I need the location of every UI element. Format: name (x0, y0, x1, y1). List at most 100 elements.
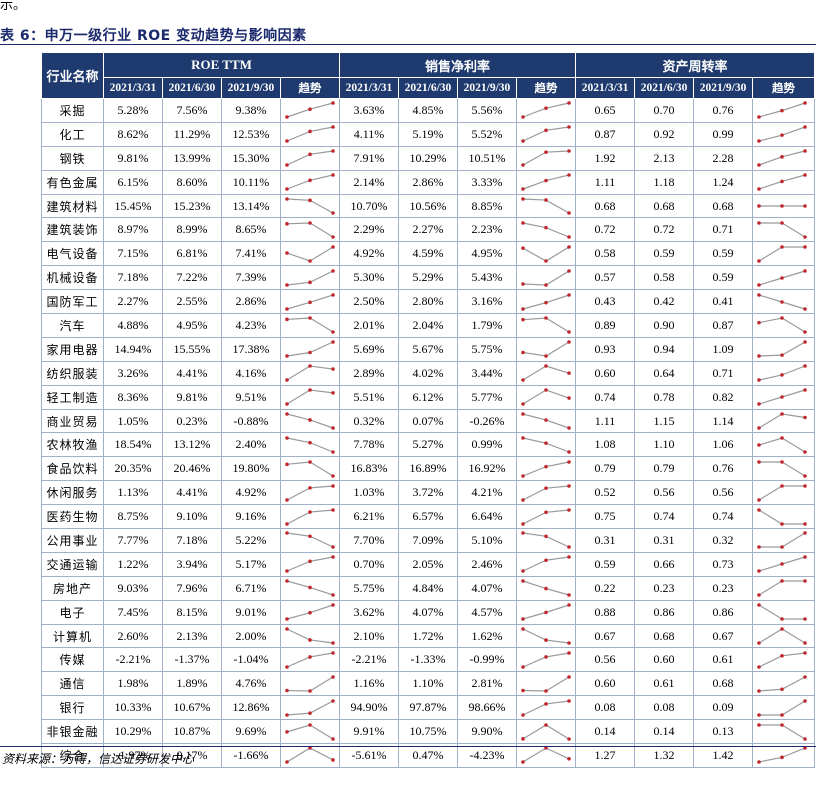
sparkline-path (286, 365, 334, 381)
value-cell: 0.60 (634, 647, 695, 673)
value-cell: 14.94% (103, 336, 163, 362)
trend-cell (752, 217, 816, 243)
sparkline-point (331, 292, 335, 297)
sparkline-point (285, 318, 289, 322)
value-cell: 5.75% (339, 575, 399, 601)
industry-name: 纺织服装 (41, 360, 104, 386)
value-cell: 9.01% (221, 599, 281, 625)
value-cell: 9.03% (103, 575, 163, 601)
sparkline-point (803, 364, 807, 369)
value-cell: 0.86 (634, 599, 695, 625)
sparkline-path (522, 246, 570, 262)
sparkline-point (757, 292, 761, 297)
table-body: 采掘 5.28% 7.56% 9.38% 3.63% 4.85% 5.56% 0.65 0.70… (41, 98, 816, 768)
sparkline-path (286, 126, 334, 142)
trend-cell (515, 504, 577, 530)
value-cell: 1.14 (693, 408, 754, 434)
trend-sparkline (757, 627, 807, 645)
sparkline-point (803, 204, 807, 208)
value-cell: 2.60% (103, 623, 163, 649)
sparkline-point (544, 587, 548, 591)
sparkline-point (308, 559, 312, 564)
trend-cell (515, 695, 577, 721)
value-cell: 8.85% (457, 193, 517, 219)
table-row: 电气设备 7.15% 6.81% 7.41% 4.92% 4.59% 4.95% 0.58 0.… (41, 241, 816, 267)
value-cell: 8.15% (162, 599, 222, 625)
trend-cell (752, 432, 816, 458)
sparkline-point (308, 611, 312, 615)
value-cell: 0.23% (162, 408, 222, 434)
value-cell: 0.68 (634, 623, 695, 649)
trend-sparkline (757, 101, 807, 120)
trend-sparkline (757, 555, 807, 574)
value-cell: 4.57% (457, 599, 517, 625)
sparkline-point (757, 378, 761, 383)
sparkline-point (521, 139, 525, 144)
sparkline-point (757, 426, 761, 430)
value-cell: 0.72 (575, 217, 636, 243)
table-row: 银行 10.33% 10.67% 12.86% 94.90% 97.87% 98.66% 0.… (41, 695, 816, 721)
value-cell: 0.47% (398, 743, 458, 768)
trend-sparkline (285, 722, 335, 741)
trend-cell (752, 575, 816, 601)
sparkline-point (567, 371, 571, 376)
value-cell: 6.21% (339, 504, 399, 530)
trend-sparkline (521, 746, 571, 765)
table-row: 通信 1.98% 1.89% 4.76% 1.16% 1.10% 2.81% 0.60 0.61… (41, 671, 816, 697)
value-cell: 0.64 (634, 360, 695, 386)
sparkline-point (780, 545, 784, 550)
trend-sparkline (521, 507, 571, 526)
value-cell: 7.77% (103, 528, 163, 553)
trend-cell (280, 480, 340, 506)
sparkline-point (544, 354, 548, 359)
sparkline-point (285, 221, 289, 226)
value-cell: 1.10 (634, 432, 695, 458)
sparkline-point (331, 555, 335, 560)
industry-name: 公用事业 (41, 528, 104, 553)
sparkline-path (286, 437, 334, 453)
trend-sparkline (521, 579, 571, 598)
sparkline-point (803, 675, 807, 679)
sparkline-point (803, 330, 807, 335)
value-cell: 0.74 (634, 504, 695, 530)
sparkline-path (522, 102, 570, 118)
trend-cell (515, 599, 577, 625)
sparkline-point (285, 760, 289, 765)
value-cell: 7.18% (162, 528, 222, 553)
sparkline-point (285, 163, 289, 168)
sparkline-path (758, 437, 806, 453)
sparkline-point (331, 473, 335, 478)
sparkline-path (522, 723, 570, 740)
sparkline-point (308, 746, 312, 751)
value-cell: 5.10% (457, 528, 517, 553)
sparkline-point (780, 521, 784, 526)
value-cell: 0.92 (634, 121, 695, 147)
sparkline-point (567, 396, 571, 400)
value-cell: 2.81% (457, 671, 517, 697)
sparkline-point (308, 689, 312, 693)
value-cell: 7.39% (221, 265, 281, 291)
value-cell: 1.06 (693, 432, 754, 458)
value-cell: 0.08 (634, 695, 695, 721)
value-cell: 0.59 (693, 265, 754, 291)
sparkline-point (521, 617, 525, 621)
trend-cell (280, 265, 340, 291)
value-cell: 16.92% (457, 456, 517, 482)
value-cell: 4.41% (162, 480, 222, 506)
sparkline-point (780, 687, 784, 691)
value-cell: 7.96% (162, 575, 222, 601)
trend-sparkline (521, 340, 571, 359)
industry-name: 休闲服务 (41, 480, 104, 506)
sparkline-point (544, 282, 548, 287)
value-cell: 8.36% (103, 384, 163, 410)
trend-sparkline (521, 388, 571, 406)
value-cell: 2.28 (693, 145, 754, 171)
trend-sparkline (285, 364, 335, 383)
value-cell: 10.29% (398, 145, 458, 171)
value-cell: 1.92 (575, 145, 636, 171)
sparkline-point (285, 627, 289, 631)
value-cell: 9.38% (221, 98, 281, 123)
subheader-date: 2021/3/31 (103, 77, 163, 99)
value-cell: 10.87% (162, 719, 222, 745)
sparkline-point (803, 473, 807, 478)
